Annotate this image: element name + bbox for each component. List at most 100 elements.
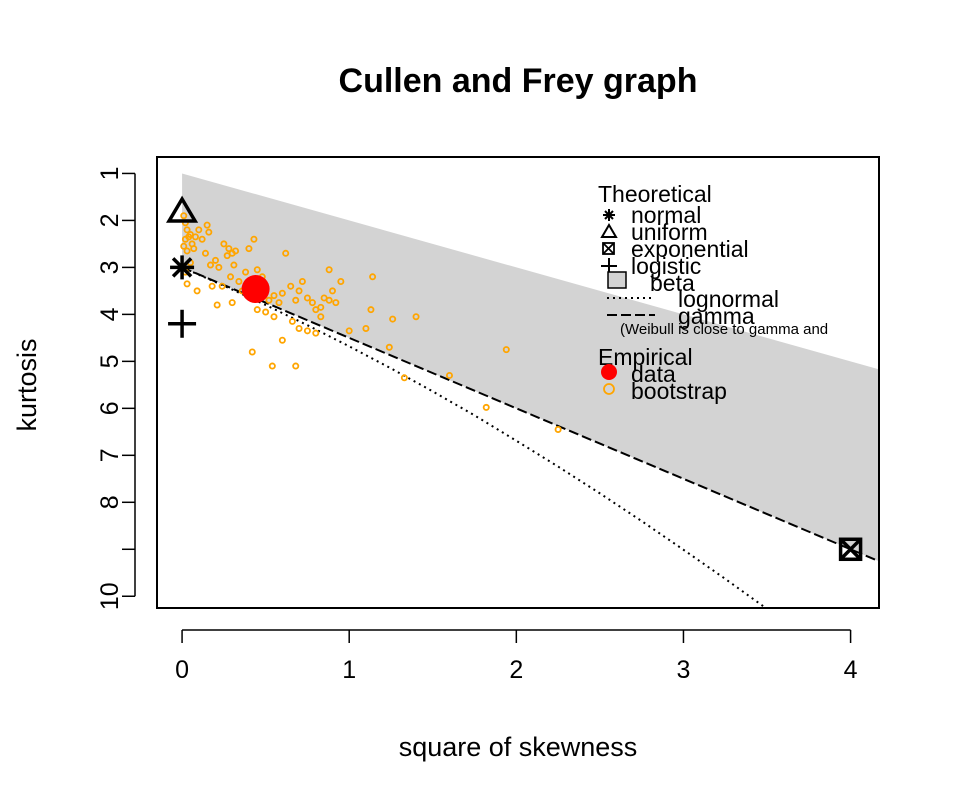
legend-gamma-label: gamma: [678, 303, 755, 329]
bootstrap-point: [345, 327, 353, 335]
normal-point: [170, 255, 195, 280]
plot-border: [156, 156, 880, 609]
legend-exponential-label: exponential: [631, 236, 749, 262]
legend-logistic-label: logistic: [631, 253, 701, 279]
x-tick-label: 3: [677, 656, 691, 684]
bootstrap-point: [389, 315, 397, 323]
x-axis: 0 1 2 3 4: [175, 629, 858, 684]
bootstrap-point: [298, 277, 306, 285]
legend-weibull-note: (Weibull is close to gamma and: [620, 321, 828, 338]
y-tick-label: 6: [96, 401, 124, 415]
bootstrap-point: [292, 296, 300, 304]
y-tick-label: 7: [96, 448, 124, 462]
bootstrap-point: [190, 245, 198, 253]
bootstrap-point: [201, 249, 209, 257]
uniform-point: [166, 195, 199, 223]
bootstrap-point: [265, 296, 273, 304]
bootstrap-point: [282, 249, 290, 257]
bootstrap-point: [206, 261, 214, 269]
chart-title: Cullen and Frey graph: [339, 62, 698, 100]
bootstrap-point: [205, 228, 213, 236]
bootstrap-point: [253, 306, 261, 314]
bootstrap-point: [337, 277, 345, 285]
y-tick-label: 4: [96, 307, 124, 321]
bootstrap-point: [385, 343, 393, 351]
bootstrap-point: [308, 299, 316, 307]
x-tick-label: 2: [509, 656, 523, 684]
logistic-point: [168, 309, 197, 338]
legend-data-label: data: [631, 361, 676, 387]
bootstrap-point: [312, 329, 320, 337]
bootstrap-point: [287, 282, 295, 290]
bootstrap-point: [278, 289, 286, 297]
bootstrap-point: [303, 327, 311, 335]
bootstrap-point: [183, 280, 191, 288]
y-tick-label: 2: [96, 213, 124, 227]
bootstrap-point: [362, 324, 370, 332]
bootstrap-point: [193, 287, 201, 295]
bootstrap-point: [198, 235, 206, 243]
bootstrap-point: [317, 303, 325, 311]
bootstrap-point: [227, 273, 235, 281]
bootstrap-point: [412, 313, 420, 321]
legend-data-icon: [601, 364, 617, 380]
x-tick-label: 1: [342, 656, 356, 684]
bootstrap-point: [225, 245, 233, 253]
bootstrap-point: [218, 282, 226, 290]
bootstrap-point: [250, 235, 258, 243]
bootstrap-point: [262, 308, 270, 316]
bootstrap-point: [208, 282, 216, 290]
bootstrap-point: [242, 268, 250, 276]
bootstrap-point: [288, 317, 296, 325]
bootstrap-point: [325, 296, 333, 304]
bootstrap-point: [270, 313, 278, 321]
bootstrap-point: [180, 242, 188, 250]
bootstrap-point: [203, 221, 211, 229]
legend-uniform-icon: [600, 223, 618, 238]
bootstrap-point: [502, 346, 510, 354]
bootstrap-point: [245, 245, 253, 253]
legend-normal-label: normal: [631, 202, 701, 228]
legend-beta-label: beta: [650, 270, 695, 296]
y-tick-label: 1: [96, 166, 124, 180]
bootstrap-point: [317, 313, 325, 321]
bootstrap-point: [367, 306, 375, 314]
gamma-line: [181, 266, 879, 563]
legend-beta-icon: [607, 271, 627, 289]
bootstrap-point: [180, 212, 188, 220]
bootstrap-point: [332, 299, 340, 307]
observed-data-point: [241, 275, 270, 304]
bootstrap-point: [185, 233, 193, 241]
beta-region: [182, 173, 879, 562]
y-tick-label: 8: [96, 495, 124, 509]
legend-theoretical-title: Theoretical: [598, 181, 712, 207]
y-tick-label: 3: [96, 260, 124, 274]
bootstrap-point: [278, 336, 286, 344]
bootstrap-point: [195, 226, 203, 234]
bootstrap-point: [183, 247, 191, 255]
bootstrap-point: [369, 273, 377, 281]
bootstrap-point: [253, 266, 261, 274]
bootstrap-point: [445, 371, 453, 379]
x-tick-label: 4: [844, 656, 858, 684]
y-axis-label: kurtosis: [12, 338, 42, 431]
y-axis: 1 2 3 4 5 6 7 8 10: [96, 166, 136, 610]
bootstrap-point: [211, 256, 219, 264]
bootstrap-point: [295, 324, 303, 332]
legend-uniform-label: uniform: [631, 219, 708, 245]
theoretical-points: [166, 195, 863, 562]
legend-normal-icon: [603, 209, 615, 221]
bootstrap-point: [191, 233, 199, 241]
bootstrap-point: [248, 348, 256, 356]
bootstrap-point: [275, 299, 283, 307]
bootstrap-point: [270, 292, 278, 300]
legend-exponential-icon: [602, 242, 615, 255]
x-axis-label: square of skewness: [399, 732, 638, 762]
bootstrap-points: [180, 212, 562, 433]
bootstrap-point: [235, 277, 243, 285]
bootstrap-point: [268, 362, 276, 370]
plot-area: [166, 173, 879, 608]
lognormal-line: [181, 266, 808, 608]
y-tick-label: 5: [96, 354, 124, 368]
legend-bootstrap-icon: [603, 383, 615, 395]
